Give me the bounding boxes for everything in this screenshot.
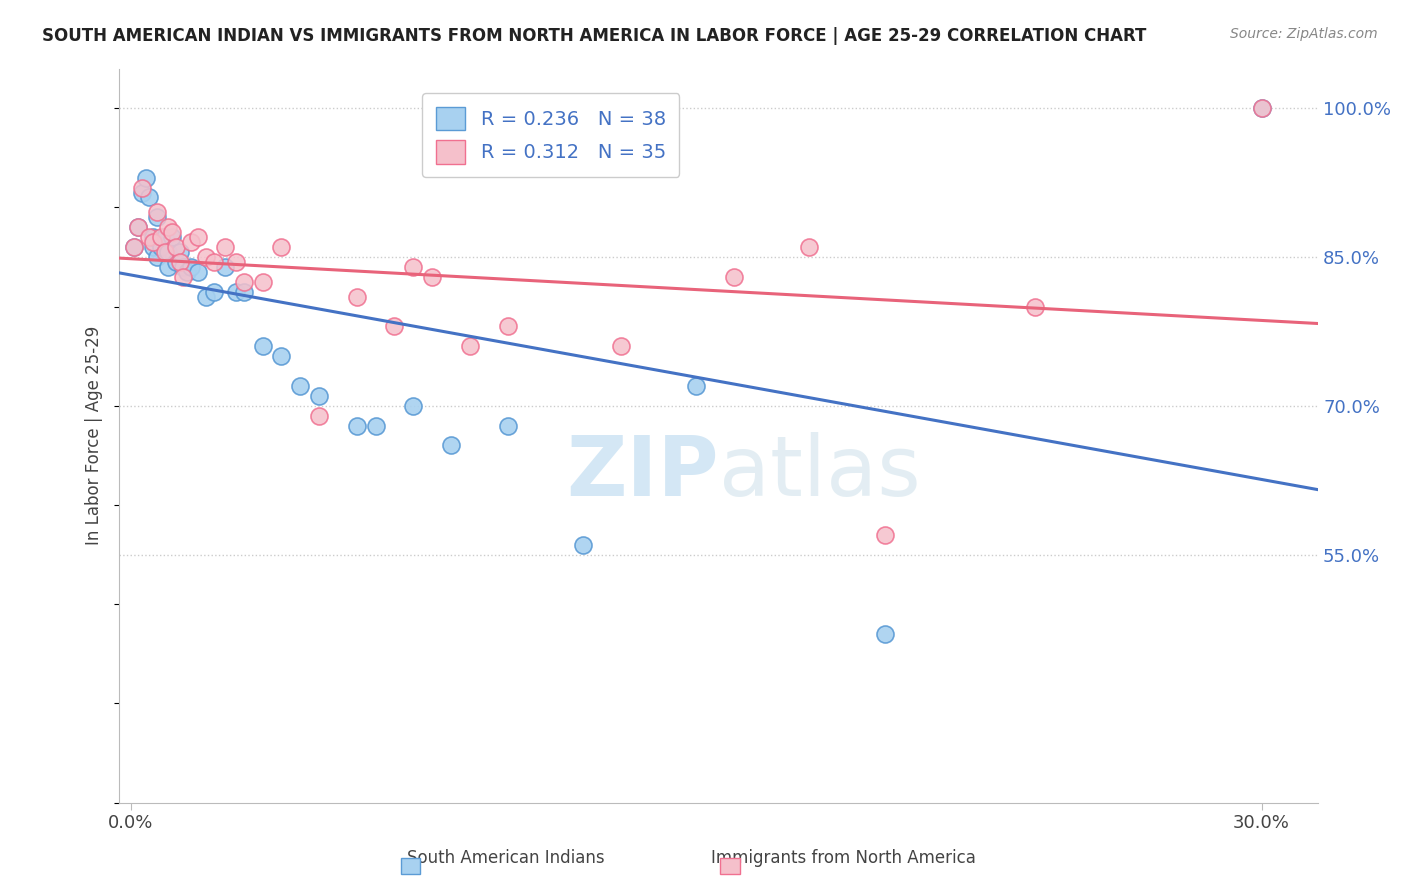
Point bbox=[172, 269, 194, 284]
Legend: R = 0.236   N = 38, R = 0.312   N = 35: R = 0.236 N = 38, R = 0.312 N = 35 bbox=[422, 93, 679, 178]
Point bbox=[124, 240, 146, 254]
Point bbox=[195, 290, 218, 304]
Point bbox=[225, 255, 247, 269]
Point bbox=[165, 255, 187, 269]
Point bbox=[252, 339, 274, 353]
Point bbox=[187, 265, 209, 279]
Point bbox=[270, 240, 292, 254]
Point bbox=[195, 250, 218, 264]
Point bbox=[496, 319, 519, 334]
Point bbox=[364, 418, 387, 433]
Point bbox=[202, 285, 225, 299]
Point bbox=[169, 245, 191, 260]
Y-axis label: In Labor Force | Age 25-29: In Labor Force | Age 25-29 bbox=[86, 326, 103, 545]
Point bbox=[873, 528, 896, 542]
Point bbox=[176, 265, 198, 279]
Point bbox=[609, 339, 631, 353]
Point bbox=[157, 260, 180, 274]
Point bbox=[142, 230, 165, 244]
Point bbox=[180, 260, 202, 274]
Point bbox=[149, 230, 172, 244]
Point bbox=[127, 220, 149, 235]
Point bbox=[131, 180, 153, 194]
Point bbox=[214, 240, 236, 254]
Point bbox=[308, 389, 330, 403]
Point bbox=[138, 190, 160, 204]
Text: SOUTH AMERICAN INDIAN VS IMMIGRANTS FROM NORTH AMERICA IN LABOR FORCE | AGE 25-2: SOUTH AMERICAN INDIAN VS IMMIGRANTS FROM… bbox=[42, 27, 1146, 45]
Point bbox=[142, 240, 165, 254]
Point bbox=[420, 269, 443, 284]
Point bbox=[172, 260, 194, 274]
Point bbox=[458, 339, 481, 353]
Point bbox=[157, 220, 180, 235]
Point bbox=[308, 409, 330, 423]
Point bbox=[1250, 101, 1272, 115]
Point bbox=[225, 285, 247, 299]
Text: Immigrants from North America: Immigrants from North America bbox=[711, 849, 976, 867]
Point bbox=[131, 186, 153, 200]
Point bbox=[232, 285, 254, 299]
Point bbox=[146, 250, 169, 264]
Point bbox=[402, 399, 425, 413]
Point bbox=[160, 230, 183, 244]
Point bbox=[685, 379, 707, 393]
Point bbox=[153, 230, 176, 244]
Point bbox=[1250, 101, 1272, 115]
Point bbox=[187, 230, 209, 244]
Point bbox=[138, 230, 160, 244]
Text: atlas: atlas bbox=[718, 432, 921, 513]
Point bbox=[346, 418, 368, 433]
Point bbox=[270, 349, 292, 363]
Point bbox=[160, 225, 183, 239]
Point bbox=[165, 240, 187, 254]
Point bbox=[153, 245, 176, 260]
Point bbox=[135, 170, 157, 185]
Point bbox=[180, 235, 202, 249]
Point bbox=[202, 255, 225, 269]
Point bbox=[402, 260, 425, 274]
Point bbox=[124, 240, 146, 254]
Point bbox=[799, 240, 821, 254]
Point bbox=[440, 438, 463, 452]
Point bbox=[142, 235, 165, 249]
Point bbox=[214, 260, 236, 274]
Point bbox=[496, 418, 519, 433]
Text: ZIP: ZIP bbox=[567, 432, 718, 513]
Point bbox=[146, 211, 169, 225]
Text: South American Indians: South American Indians bbox=[408, 849, 605, 867]
Point bbox=[1024, 300, 1046, 314]
Point bbox=[346, 290, 368, 304]
Text: Source: ZipAtlas.com: Source: ZipAtlas.com bbox=[1230, 27, 1378, 41]
Point bbox=[149, 240, 172, 254]
Point bbox=[723, 269, 745, 284]
Point bbox=[146, 205, 169, 219]
Point bbox=[572, 538, 595, 552]
Point bbox=[157, 245, 180, 260]
Point bbox=[384, 319, 406, 334]
Point bbox=[232, 275, 254, 289]
Point bbox=[127, 220, 149, 235]
Point bbox=[873, 627, 896, 641]
Point bbox=[169, 255, 191, 269]
Point bbox=[290, 379, 312, 393]
Point bbox=[252, 275, 274, 289]
